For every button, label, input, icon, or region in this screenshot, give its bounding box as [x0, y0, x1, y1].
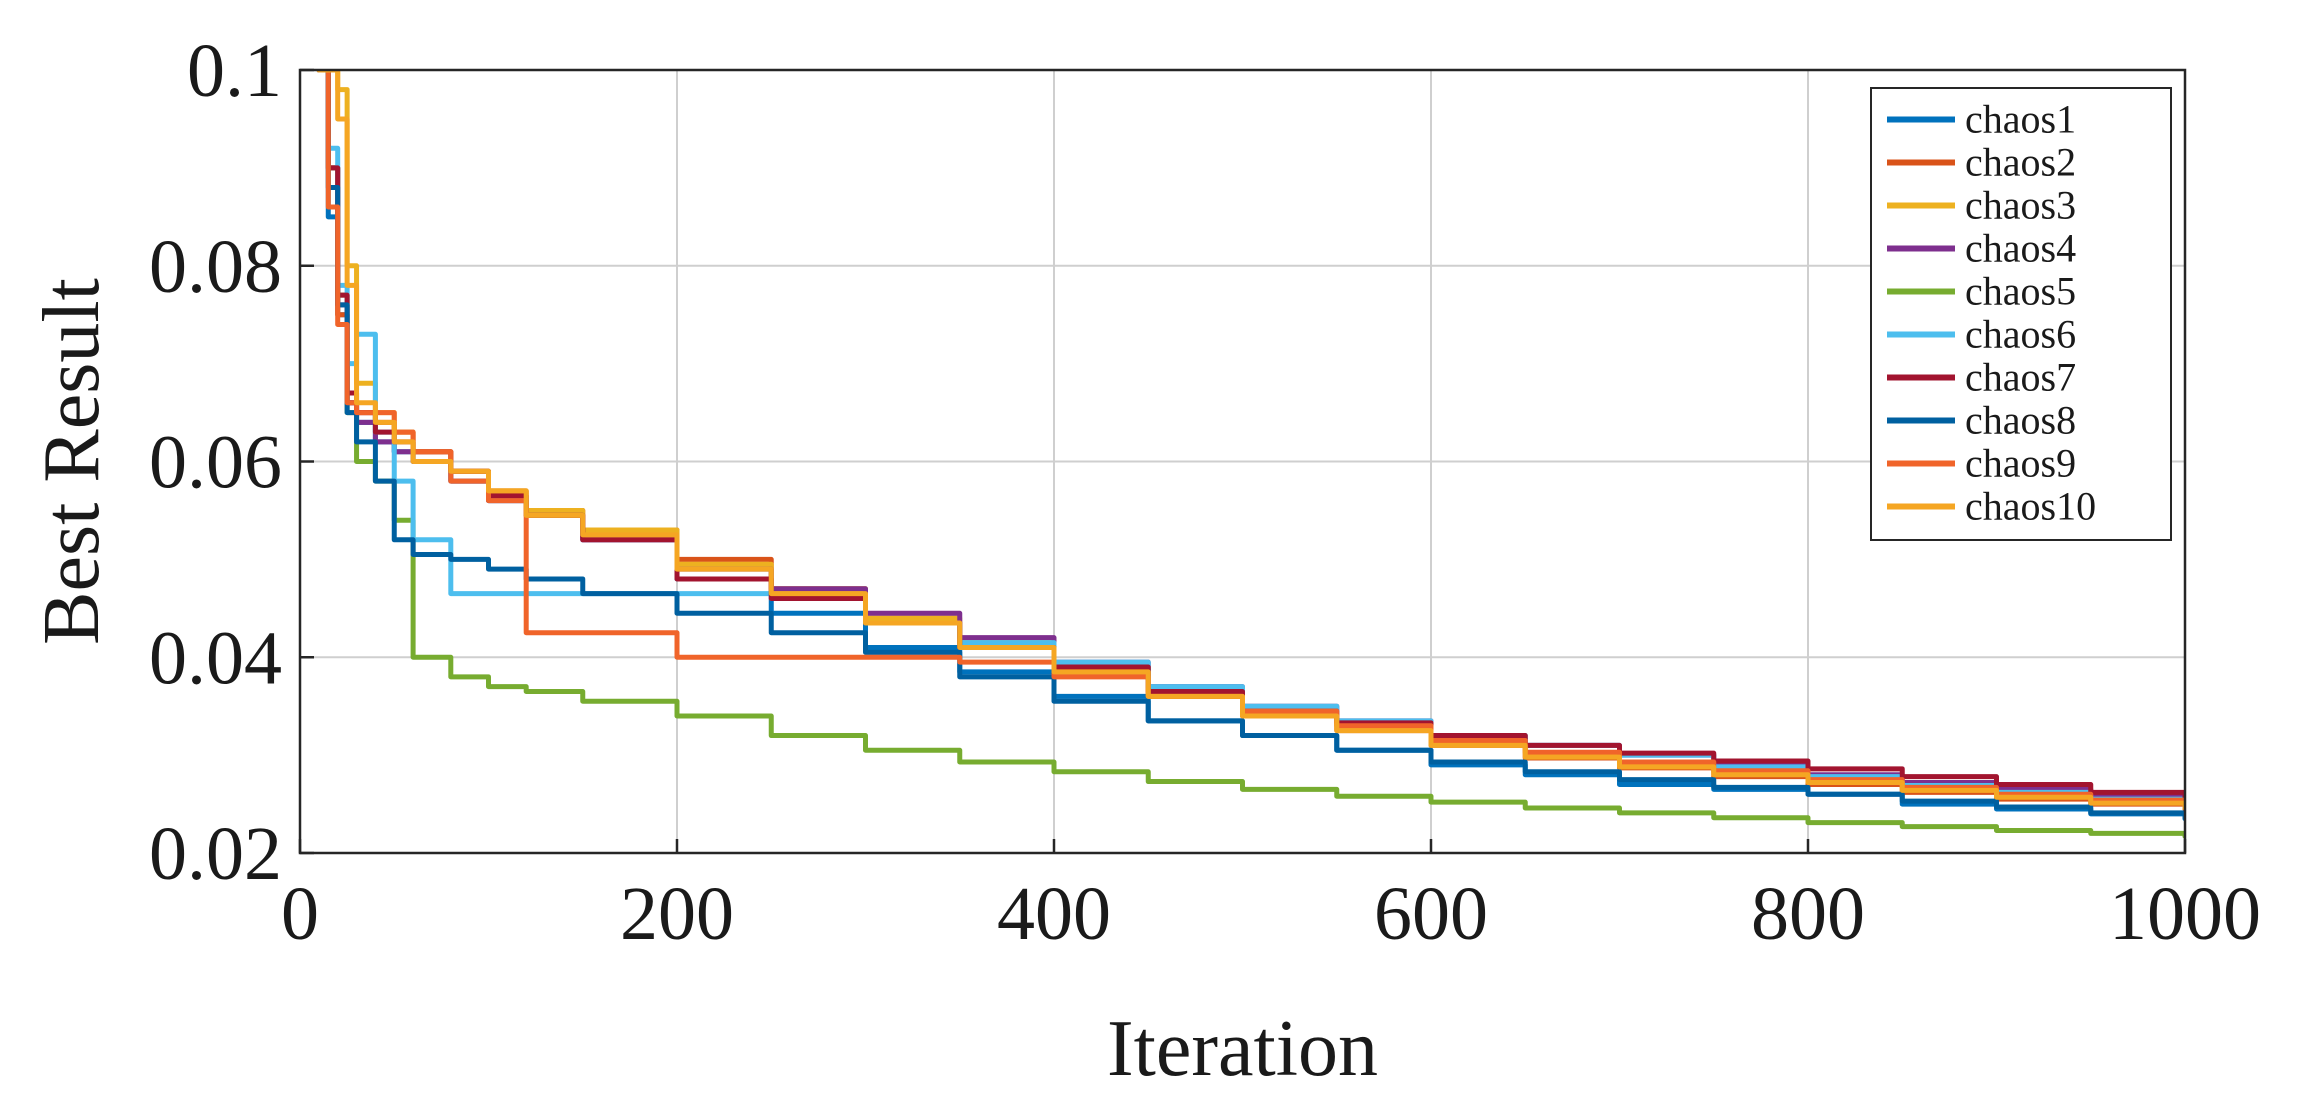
legend-label-chaos1: chaos1: [1965, 97, 2076, 142]
y-axis-title: Best Result: [28, 278, 116, 645]
y-tick-label: 0.04: [149, 616, 282, 700]
x-axis-title: Iteration: [1107, 1005, 1378, 1093]
series-line-chaos10: [316, 70, 2185, 811]
y-tick-label: 0.02: [149, 812, 282, 896]
legend-label-chaos10: chaos10: [1965, 484, 2096, 529]
x-tick-label: 400: [997, 872, 1111, 956]
x-tick-label: 800: [1751, 872, 1865, 956]
legend-label-chaos8: chaos8: [1965, 398, 2076, 443]
legend-label-chaos3: chaos3: [1965, 183, 2076, 228]
legend-label-chaos5: chaos5: [1965, 269, 2076, 314]
series-line-chaos8: [316, 70, 2185, 821]
x-tick-label: 600: [1374, 872, 1488, 956]
x-tick-label: 200: [620, 872, 734, 956]
legend-label-chaos9: chaos9: [1965, 441, 2076, 486]
x-tick-label: 0: [281, 872, 319, 956]
y-tick-label: 0.06: [149, 421, 282, 505]
legend-label-chaos4: chaos4: [1965, 226, 2076, 271]
x-tick-label: 1000: [2109, 872, 2261, 956]
tick-labels: 0 200 400 600 800 1000 0.02 0.04 0.06 0.08 0.1: [149, 29, 2261, 956]
legend-label-chaos2: chaos2: [1965, 140, 2076, 185]
series-lines: [316, 70, 2185, 839]
y-tick-label: 0.08: [149, 225, 282, 309]
legend-label-chaos6: chaos6: [1965, 312, 2076, 357]
legend-label-chaos7: chaos7: [1965, 355, 2076, 400]
legend: chaos1chaos2chaos3chaos4chaos5chaos6chao…: [1870, 87, 2172, 541]
y-tick-label: 0.1: [187, 29, 282, 113]
